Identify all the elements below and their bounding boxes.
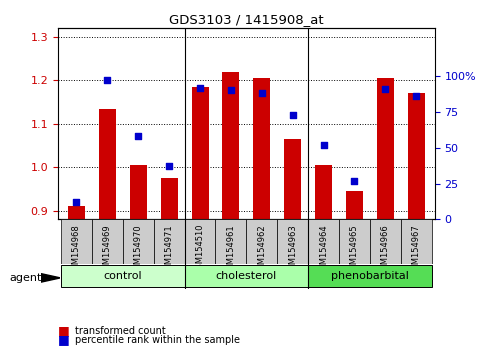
Text: GSM154967: GSM154967 <box>412 224 421 275</box>
Bar <box>215 219 246 264</box>
Bar <box>315 165 332 219</box>
Bar <box>192 87 209 219</box>
Title: GDS3103 / 1415908_at: GDS3103 / 1415908_at <box>169 13 324 26</box>
Point <box>382 86 389 92</box>
Point <box>196 85 204 90</box>
Text: GSM154963: GSM154963 <box>288 224 297 275</box>
Bar <box>99 109 116 219</box>
Point <box>72 199 80 205</box>
Bar <box>370 219 401 264</box>
Bar <box>123 219 154 264</box>
Point <box>103 78 111 83</box>
Text: GSM154969: GSM154969 <box>103 224 112 275</box>
Point <box>289 112 297 118</box>
Bar <box>253 78 270 219</box>
Point <box>412 93 420 99</box>
Text: GSM154964: GSM154964 <box>319 224 328 275</box>
Bar <box>308 265 432 287</box>
Bar <box>339 219 370 264</box>
Bar <box>61 265 185 287</box>
Bar <box>277 219 308 264</box>
Polygon shape <box>41 274 60 282</box>
Text: GSM154971: GSM154971 <box>165 224 173 275</box>
Text: percentile rank within the sample: percentile rank within the sample <box>75 335 240 345</box>
Text: GSM154510: GSM154510 <box>196 224 204 274</box>
Bar <box>346 191 363 219</box>
Bar <box>92 219 123 264</box>
Bar <box>185 265 308 287</box>
Point <box>165 164 173 169</box>
Text: GSM154968: GSM154968 <box>72 224 81 275</box>
Text: agent: agent <box>10 273 42 283</box>
Bar <box>246 219 277 264</box>
Bar <box>408 93 425 219</box>
Point <box>320 142 327 148</box>
Bar <box>68 206 85 219</box>
Text: cholesterol: cholesterol <box>216 271 277 281</box>
Text: phenobarbital: phenobarbital <box>331 271 409 281</box>
Point <box>134 133 142 139</box>
Text: GSM154965: GSM154965 <box>350 224 359 275</box>
Bar <box>401 219 432 264</box>
Text: GSM154970: GSM154970 <box>134 224 143 275</box>
Text: GSM154962: GSM154962 <box>257 224 266 275</box>
Point <box>258 91 266 96</box>
Bar <box>222 72 240 219</box>
Text: ■: ■ <box>58 333 70 346</box>
Bar <box>61 219 92 264</box>
Point <box>351 178 358 184</box>
Bar <box>284 139 301 219</box>
Text: GSM154961: GSM154961 <box>227 224 235 275</box>
Bar <box>161 178 178 219</box>
Bar <box>308 219 339 264</box>
Bar <box>154 219 185 264</box>
Bar <box>185 219 215 264</box>
Bar <box>377 78 394 219</box>
Text: transformed count: transformed count <box>75 326 166 336</box>
Text: GSM154966: GSM154966 <box>381 224 390 275</box>
Text: control: control <box>103 271 142 281</box>
Text: ■: ■ <box>58 325 70 337</box>
Point <box>227 87 235 93</box>
Bar <box>130 165 147 219</box>
